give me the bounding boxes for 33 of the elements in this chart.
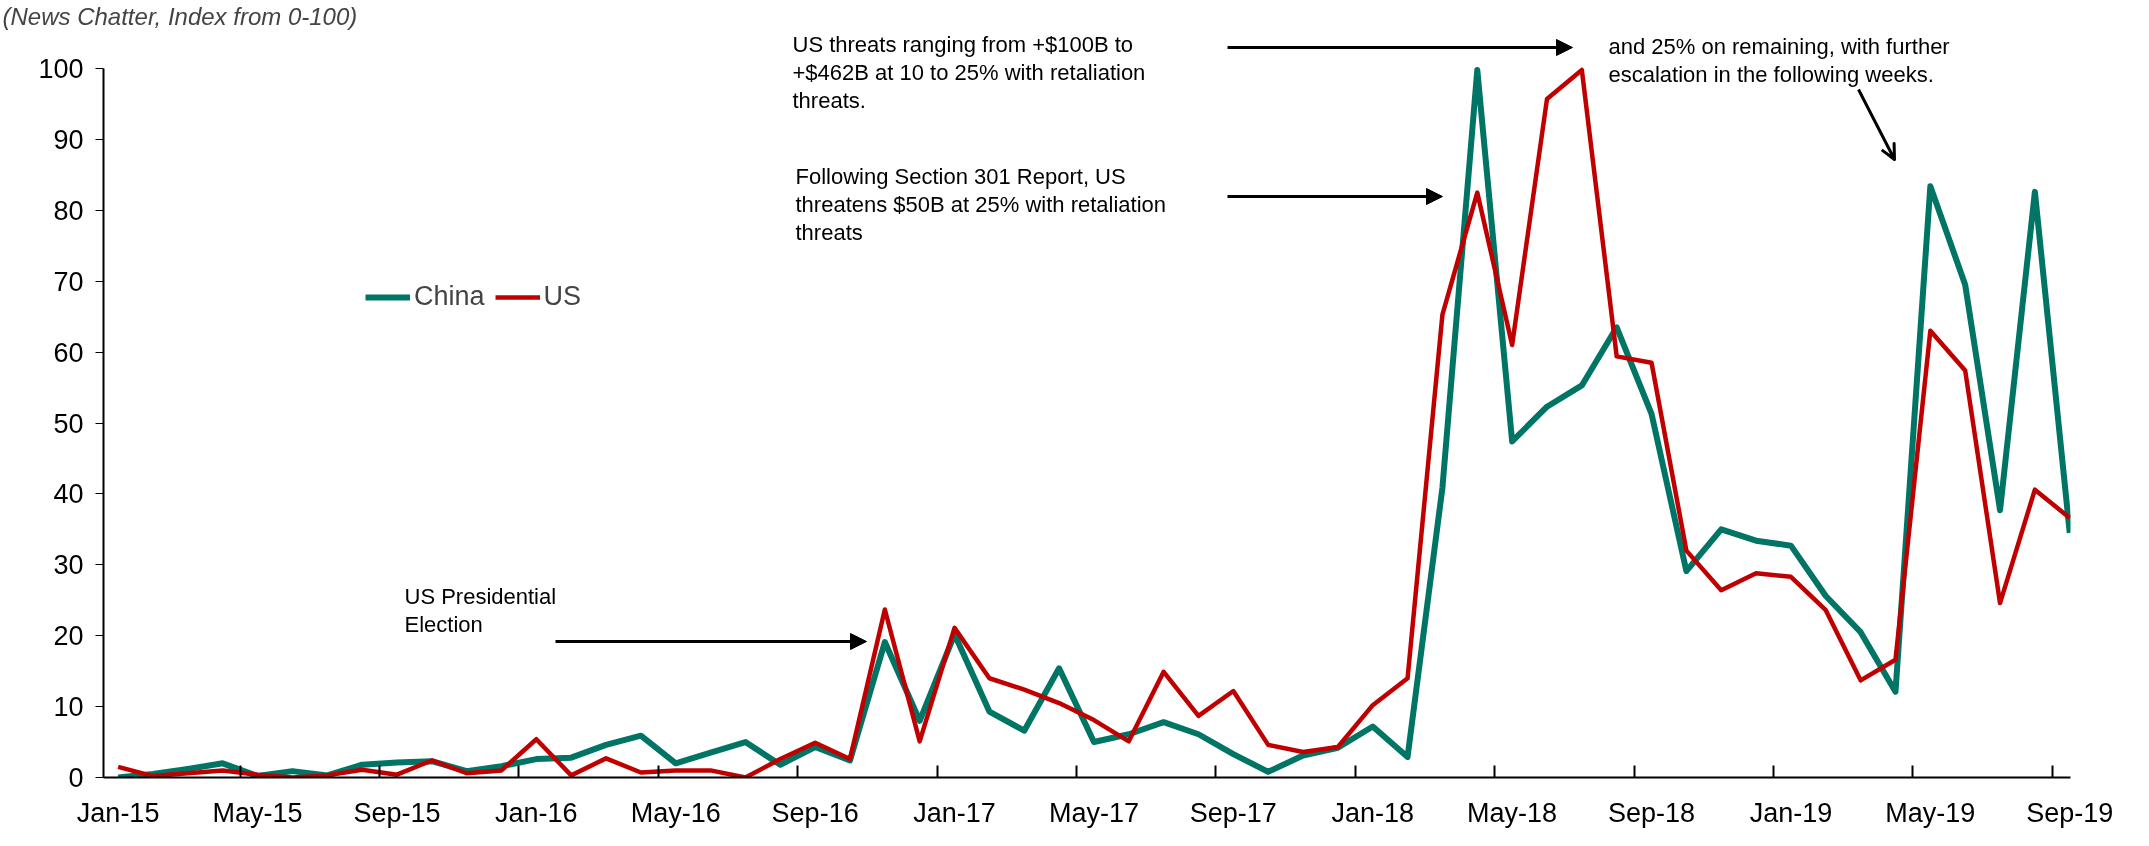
y-tick-label: 60 (53, 337, 84, 368)
x-tick-label: Jan-17 (913, 797, 996, 828)
legend-label: China (414, 281, 485, 312)
annotation: US threats ranging from +$100B to +$462B at 10 to 25% with retaliation threats. (792, 31, 1146, 113)
y-tick-label: 40 (53, 479, 84, 510)
y-tick-label: 50 (53, 408, 84, 439)
x-tick-label: Jan-19 (1749, 797, 1833, 828)
y-tick-label: 20 (53, 621, 84, 652)
x-tick-label: Sep-16 (771, 797, 859, 828)
y-tick-label: 10 (53, 692, 84, 723)
y-tick-label: 80 (53, 195, 84, 226)
y-tick-label: 0 (68, 763, 84, 793)
x-tick-label: May-19 (1885, 797, 1976, 828)
x-tick-label: Sep-18 (1608, 797, 1696, 828)
x-tick-label: Sep-15 (353, 797, 441, 828)
y-tick-label: 30 (53, 550, 84, 581)
legend-label: US (543, 281, 582, 312)
x-tick-label: Jan-18 (1331, 797, 1415, 828)
y-tick-label: 90 (53, 124, 84, 155)
x-tick-label: Jan-15 (76, 797, 160, 828)
x-tick-label: Sep-19 (2026, 797, 2114, 828)
x-tick-label: May-16 (630, 797, 721, 828)
x-tick-label: May-18 (1467, 797, 1558, 828)
chart-subtitle: (News Chatter, Index from 0-100) (2, 2, 358, 30)
x-tick-label: May-15 (212, 797, 303, 828)
x-tick-label: Jan-16 (495, 797, 578, 828)
annotation: and 25% on remaining, with further escalation in the following weeks. (1608, 33, 1950, 87)
x-tick-label: May-17 (1048, 797, 1139, 828)
x-tick-label: Sep-17 (1189, 797, 1277, 828)
y-tick-label: 70 (53, 266, 84, 297)
y-tick-label: 100 (38, 54, 84, 84)
annotation: Following Section 301 Report, US threatens $50B at 25% with retaliation threats (795, 163, 1167, 245)
annotation: US Presidential Election (404, 583, 557, 637)
